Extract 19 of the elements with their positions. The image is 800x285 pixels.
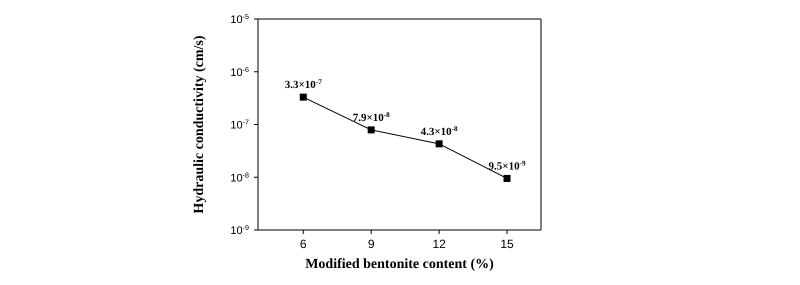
point <box>436 140 443 148</box>
x-tick-label: 12 <box>432 237 446 251</box>
x-tick-label: 15 <box>500 237 514 251</box>
y-tick-label: 10$^{-6}$ <box>230 66 250 79</box>
point <box>368 126 375 134</box>
y-axis-title: Hydraulic conductivity (cm/s) <box>192 35 207 214</box>
y-tick-label: 10$^{-5}$ <box>230 13 250 26</box>
x-axis-title: Modified bentonite content (%) <box>305 257 494 272</box>
data-label: 7.9×10$^{-8}$ <box>352 110 390 124</box>
data-label: 4.3×10$^{-8}$ <box>420 124 458 138</box>
x-tick-label: 6 <box>300 237 307 251</box>
data-label: 9.5×10$^{-9}$ <box>488 159 526 172</box>
point <box>300 94 307 101</box>
y-tick-label: 10$^{-7}$ <box>230 118 250 132</box>
data-label: 3.3×10$^{-7}$ <box>284 78 322 92</box>
y-tick-label: 10$^{-9}$ <box>230 224 250 237</box>
point <box>504 174 511 182</box>
x-tick-label: 9 <box>368 237 375 251</box>
y-tick-label: 10$^{-8}$ <box>230 171 250 184</box>
